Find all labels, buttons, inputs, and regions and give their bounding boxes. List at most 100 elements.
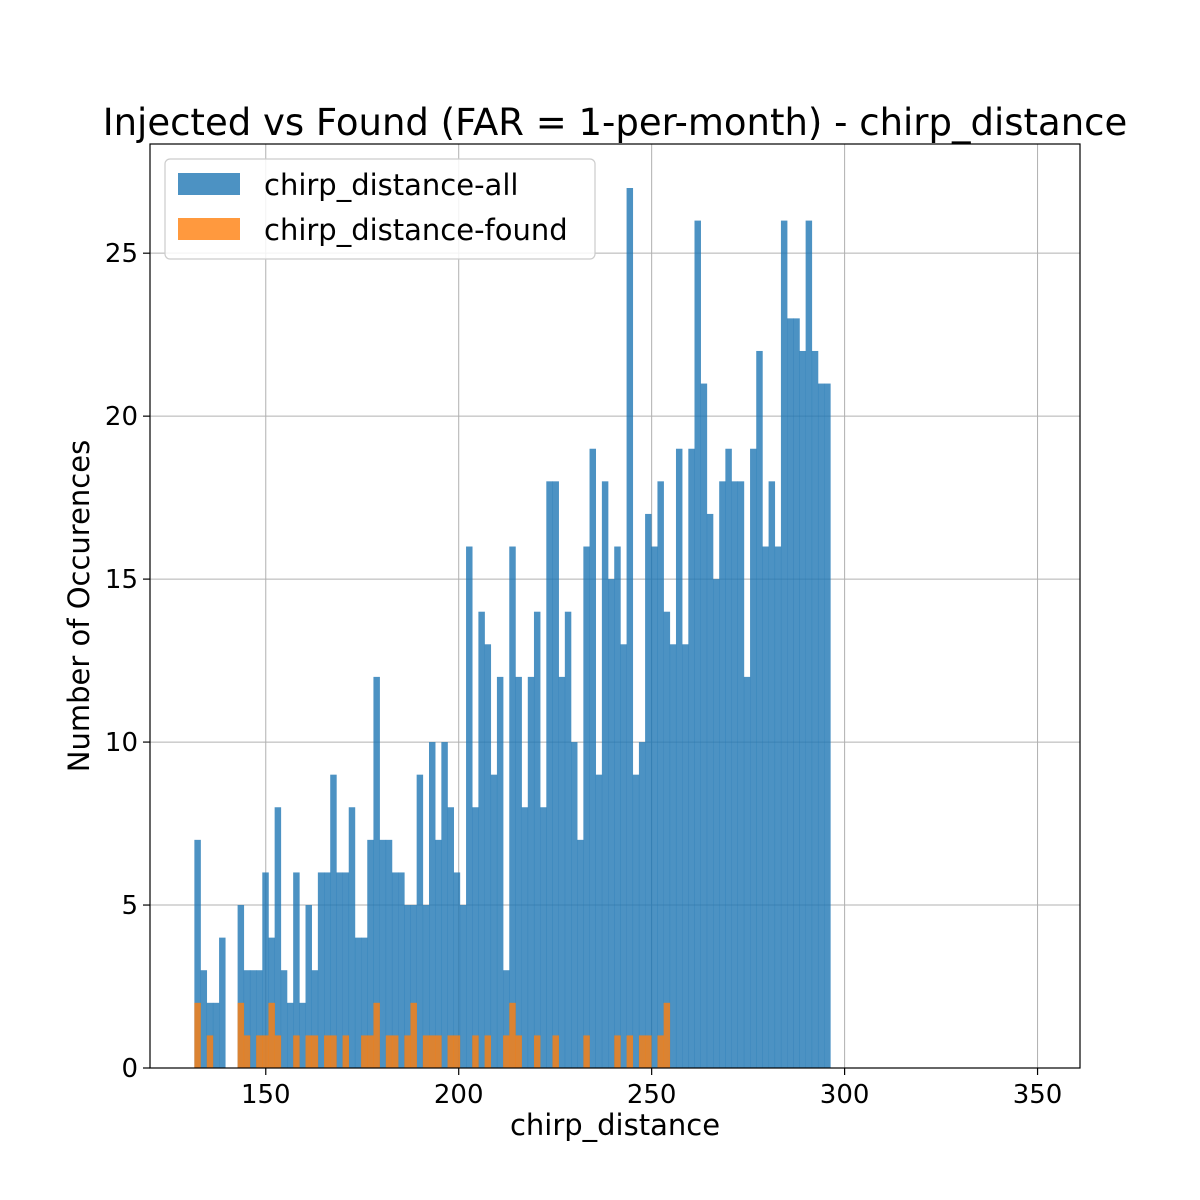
bar-found — [330, 1035, 337, 1068]
bar-all — [305, 905, 312, 1068]
bar-all — [589, 448, 597, 1069]
x-tick-label: 300 — [820, 1080, 870, 1110]
bar-all — [595, 774, 603, 1068]
bar-found — [410, 1002, 417, 1068]
bars-all-series — [194, 188, 831, 1069]
bar-all — [478, 611, 485, 1068]
y-tick-label: 15 — [105, 565, 138, 595]
bar-found — [324, 1035, 331, 1068]
bar-all — [200, 970, 208, 1068]
bar-found — [373, 1002, 380, 1068]
bar-found — [256, 1035, 263, 1068]
bar-all — [632, 774, 640, 1068]
bar-all — [256, 970, 263, 1068]
bar-all — [379, 839, 387, 1068]
legend: chirp_distance-all chirp_distance-found — [164, 158, 596, 260]
plot-frame — [149, 143, 1081, 1069]
bar-all — [249, 970, 257, 1068]
bar-all — [237, 905, 245, 1068]
x-tick-label: 350 — [1013, 1080, 1063, 1110]
bar-all — [484, 644, 492, 1068]
bar-found — [509, 1002, 516, 1068]
y-tick-label: 5 — [121, 891, 138, 921]
bar-all — [546, 481, 553, 1068]
bar-found — [435, 1035, 442, 1068]
bar-found — [552, 1035, 559, 1068]
bar-all — [620, 644, 627, 1068]
bar-all — [805, 220, 813, 1068]
bar-all — [262, 872, 269, 1068]
bar-found — [342, 1035, 350, 1068]
bar-all — [787, 318, 794, 1068]
bar-all — [626, 188, 634, 1068]
bar-found — [268, 1002, 275, 1068]
bar-all — [571, 742, 578, 1068]
bar-all — [348, 807, 356, 1068]
x-tick-label: 200 — [434, 1080, 484, 1110]
bar-found — [194, 1002, 201, 1068]
bar-found — [503, 1035, 510, 1068]
bar-all — [700, 383, 708, 1068]
legend-box — [164, 158, 596, 260]
bar-all — [361, 937, 368, 1068]
bar-all — [601, 481, 609, 1068]
bar-all — [336, 872, 343, 1068]
bar-all — [212, 1002, 220, 1068]
bar-found — [626, 1035, 634, 1068]
bar-all — [577, 839, 584, 1068]
bar-all — [657, 481, 664, 1068]
bar-all — [194, 839, 201, 1068]
bar-all — [515, 676, 522, 1068]
bar-all — [391, 872, 399, 1068]
bar-found — [206, 1035, 214, 1068]
bar-found — [583, 1035, 590, 1068]
bar-all — [324, 872, 331, 1068]
y-tick-label: 0 — [121, 1054, 138, 1084]
bar-found — [404, 1035, 411, 1068]
bar-all — [490, 774, 498, 1068]
bar-all — [737, 481, 745, 1068]
bar-all — [651, 546, 658, 1068]
bar-all — [774, 546, 782, 1068]
bar-all — [373, 676, 380, 1068]
bar-all — [243, 970, 251, 1068]
bars-found-series — [194, 1002, 671, 1068]
bar-all — [311, 970, 319, 1068]
legend-swatch-all — [178, 173, 240, 195]
bar-all — [583, 546, 590, 1068]
bar-all — [669, 644, 677, 1068]
bar-all — [756, 350, 763, 1068]
bar-all — [540, 807, 547, 1068]
bar-found — [657, 1035, 664, 1068]
bar-found — [422, 1035, 430, 1068]
bar-all — [416, 774, 424, 1068]
y-tick-label: 10 — [105, 728, 138, 758]
bar-all — [743, 676, 751, 1068]
bar-all — [663, 611, 671, 1068]
bar-found — [484, 1035, 492, 1068]
bar-all — [793, 318, 800, 1068]
bar-all — [719, 481, 726, 1068]
bar-all — [824, 383, 831, 1068]
x-tick-label: 250 — [627, 1080, 677, 1110]
bar-found — [274, 1035, 282, 1068]
bar-all — [780, 220, 788, 1068]
bar-all — [447, 807, 454, 1068]
bar-all — [799, 350, 806, 1068]
bar-all — [811, 350, 819, 1068]
bar-all — [367, 839, 374, 1068]
bar-all — [527, 676, 535, 1068]
bar-found — [311, 1035, 319, 1068]
bar-found — [533, 1035, 541, 1068]
x-axis-label: chirp_distance — [510, 1108, 720, 1142]
bar-all — [762, 546, 769, 1068]
bar-found — [515, 1035, 522, 1068]
bar-all — [354, 937, 362, 1068]
bar-all — [614, 546, 621, 1068]
legend-swatch-found — [178, 218, 240, 240]
bar-all — [688, 448, 695, 1069]
bar-found — [367, 1035, 374, 1068]
bar-all — [472, 807, 479, 1068]
bar-all — [638, 742, 646, 1068]
